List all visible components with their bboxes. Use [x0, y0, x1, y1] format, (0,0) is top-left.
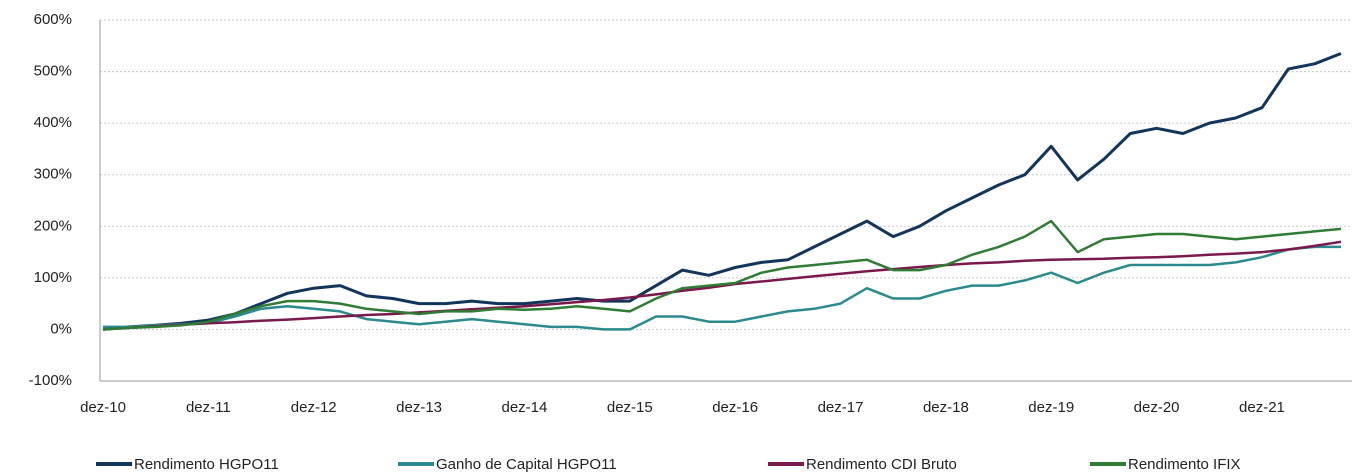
y-tick-label: 500% [34, 63, 72, 80]
x-tick-label: dez-13 [396, 399, 442, 416]
legend-label: Rendimento CDI Bruto [806, 456, 957, 473]
x-tick-label: dez-12 [291, 399, 337, 416]
y-tick-label: 0% [50, 320, 72, 337]
legend-label: Rendimento IFIX [1128, 456, 1241, 473]
series-line [102, 52, 1342, 331]
x-tick-label: dez-19 [1028, 399, 1074, 416]
series-line [103, 245, 1341, 331]
x-tick-label: dez-11 [186, 399, 231, 416]
x-tick-label: dez-21 [1239, 399, 1285, 416]
x-tick-label: dez-20 [1134, 399, 1180, 416]
legend-label: Ganho de Capital HGPO11 [436, 456, 617, 473]
series-line [102, 219, 1342, 331]
x-tick-label: dez-17 [818, 399, 864, 416]
x-tick-label: dez-15 [607, 399, 653, 416]
y-tick-label: 200% [34, 217, 72, 234]
x-tick-label: dez-16 [712, 399, 758, 416]
x-tick-label: dez-10 [80, 399, 126, 416]
y-tick-label: 400% [34, 114, 72, 131]
y-tick-label: -100% [29, 372, 72, 389]
x-tick-label: dez-14 [502, 399, 548, 416]
y-tick-label: 100% [34, 269, 72, 286]
legend-label: Rendimento HGPO11 [134, 456, 279, 473]
y-tick-label: 600% [34, 11, 72, 28]
x-tick-label: dez-18 [923, 399, 969, 416]
y-tick-label: 300% [34, 166, 72, 183]
series-line [102, 240, 1342, 331]
